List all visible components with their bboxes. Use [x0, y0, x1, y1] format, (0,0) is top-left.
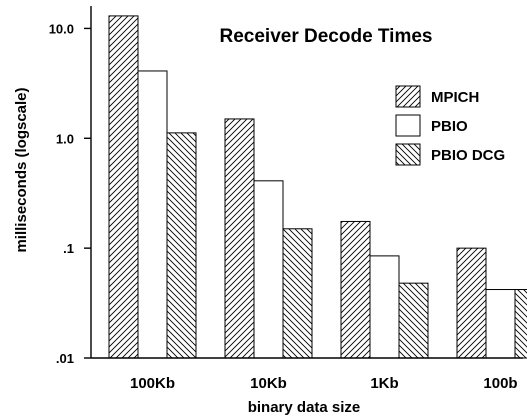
- bar-mpich-10kb: [224, 118, 255, 359]
- legend-label: PBIO DCG: [431, 147, 505, 164]
- bar-pbio-dcg-100kb: [166, 132, 197, 359]
- legend-swatch: [395, 114, 421, 137]
- bar-mpich-100b: [456, 247, 487, 359]
- x-tick-label: 1Kb: [370, 375, 398, 392]
- y-tick-label: 10.0: [49, 21, 74, 36]
- y-axis-label: milliseconds (logscale): [13, 87, 30, 252]
- bar-mpich-100kb: [108, 15, 139, 359]
- legend-label: PBIO: [431, 118, 468, 135]
- legend: MPICH PBIO PBIO DCG: [395, 85, 505, 166]
- bar-mpich-1kb: [340, 220, 371, 359]
- bar-pbio-dcg-100b: [514, 289, 527, 359]
- x-tick-label: 100b: [483, 375, 517, 392]
- bar-pbio-1kb: [369, 255, 400, 359]
- x-tick-label: 10Kb: [250, 375, 287, 392]
- y-tick-label: .1: [63, 241, 74, 256]
- y-tick-label: .01: [56, 351, 74, 366]
- y-axis-ticks: .01 .1 1.0 10.0: [49, 21, 91, 366]
- bar-pbio-dcg-1kb: [398, 282, 429, 359]
- legend-label: MPICH: [431, 89, 479, 106]
- legend-swatch: [395, 85, 421, 108]
- x-axis-label: binary data size: [248, 399, 361, 416]
- bar-pbio-100b: [485, 289, 516, 359]
- bar-pbio-100kb: [137, 70, 168, 359]
- x-axis-tick-labels: 100Kb 10Kb 1Kb 100b: [130, 375, 518, 392]
- legend-swatch: [395, 143, 421, 166]
- bars: [108, 15, 527, 359]
- bar-pbio-10kb: [253, 180, 284, 359]
- chart-title: Receiver Decode Times: [220, 26, 433, 47]
- x-tick-label: 100Kb: [130, 375, 175, 392]
- bar-pbio-dcg-10kb: [282, 228, 313, 359]
- y-tick-label: 1.0: [56, 131, 74, 146]
